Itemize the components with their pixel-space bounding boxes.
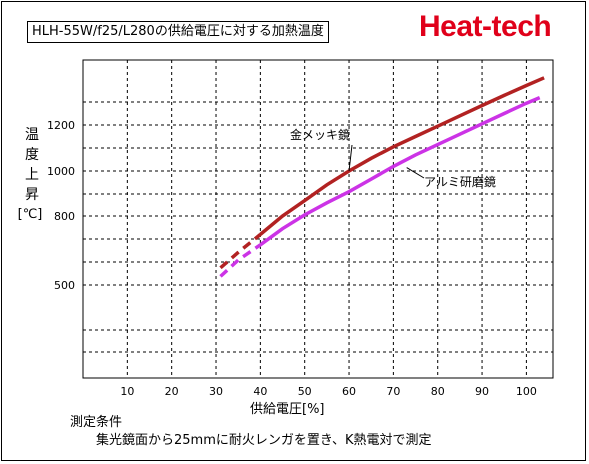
x-tick-label: 40 xyxy=(253,385,267,398)
chart-title: HLH-55W/f25/L280の供給電圧に対する加熱温度 xyxy=(27,21,329,43)
y-axis-label-char: 温 xyxy=(25,127,39,143)
brand-logo: Heat-tech xyxy=(419,10,552,43)
y-tick-label: 800 xyxy=(54,210,75,223)
series-line-dashed xyxy=(219,243,262,278)
series-line xyxy=(259,95,541,247)
x-tick-label: 80 xyxy=(431,385,445,398)
x-tick-label: 10 xyxy=(120,385,134,398)
y-tick-label: 1000 xyxy=(47,165,75,178)
y-axis-label: 温 度 上 昇 [℃] xyxy=(18,125,44,225)
x-axis-label: 供給電圧[%] xyxy=(250,402,325,417)
series-leader-line xyxy=(406,167,425,179)
y-axis-label-char: 上 xyxy=(25,167,39,183)
x-tick-label: 50 xyxy=(298,385,312,398)
y-axis-label-char: 度 xyxy=(25,147,39,163)
x-tick-label: 30 xyxy=(209,385,223,398)
series-label: アルミ研磨鏡 xyxy=(424,174,496,189)
y-tick-label: 500 xyxy=(54,279,75,292)
series-label: 金メッキ鏡 xyxy=(290,127,350,142)
series-leader-line xyxy=(348,144,353,172)
plot-area xyxy=(82,59,554,379)
conditions-text: 集光鏡面から25mmに耐火レンガを置き、K熱電対で測定 xyxy=(96,433,432,448)
x-tick-label: 90 xyxy=(475,385,489,398)
series-line-dashed xyxy=(219,233,262,270)
conditions-title: 測定条件 xyxy=(70,415,123,430)
y-axis-unit: [℃] xyxy=(17,207,43,222)
series-line xyxy=(259,76,545,236)
x-tick-label: 70 xyxy=(386,385,400,398)
x-tick-label: 60 xyxy=(342,385,356,398)
x-tick-label: 100 xyxy=(516,385,537,398)
y-axis-label-char: 昇 xyxy=(25,187,39,203)
x-tick-label: 20 xyxy=(165,385,179,398)
y-tick-label: 1200 xyxy=(47,119,75,132)
